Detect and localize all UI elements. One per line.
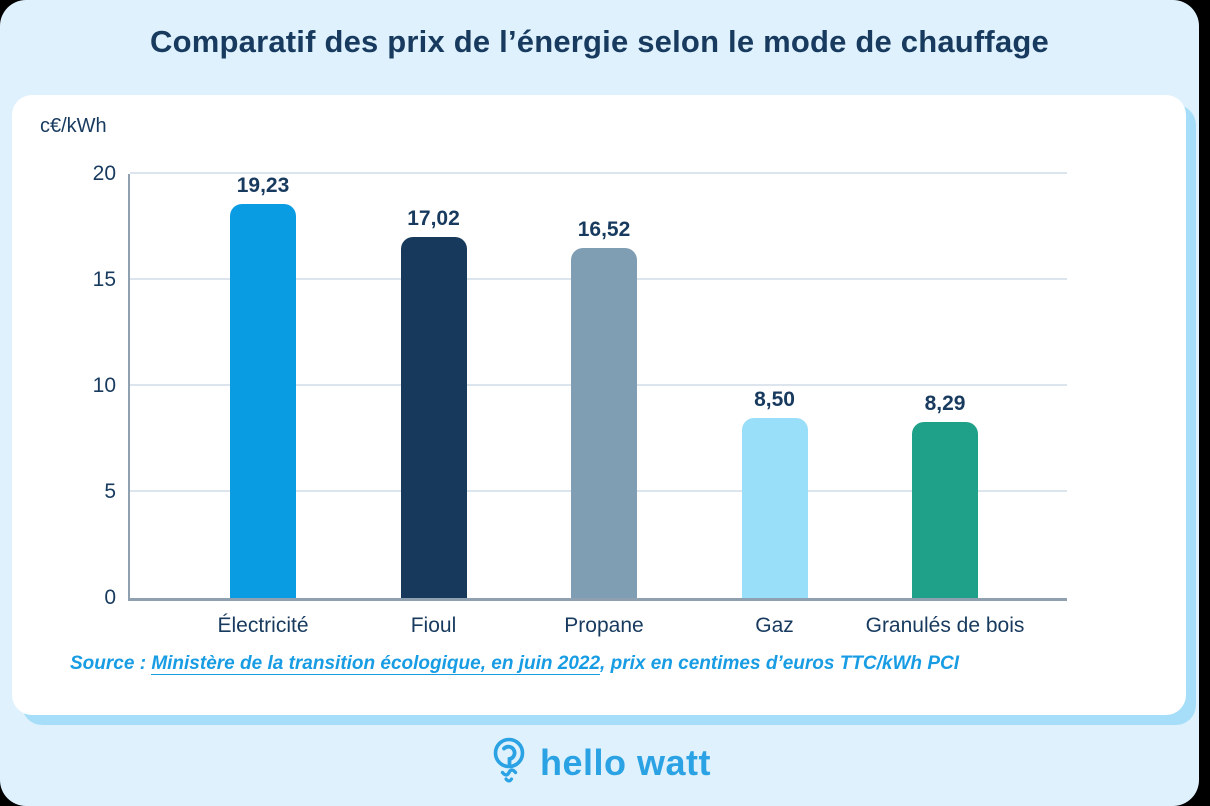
x-category-label-gaz: Gaz bbox=[755, 614, 794, 637]
source-suffix: , prix en centimes d’euros TTC/kWh PCI bbox=[600, 653, 959, 674]
y-tick-label-0: 0 bbox=[104, 586, 116, 609]
bar-value-label-granules-de-bois: 8,29 bbox=[924, 392, 966, 416]
footer-logo: hello watt bbox=[0, 736, 1199, 790]
bar-slot-fioul: 17,02 Fioul bbox=[349, 174, 519, 637]
source-prefix: Source : bbox=[70, 653, 152, 674]
bar-propane bbox=[571, 247, 637, 598]
bar-gaz bbox=[741, 417, 808, 598]
bar-value-label-gaz: 8,50 bbox=[754, 387, 795, 411]
bar-slot-electricite: 19,23 Électricité bbox=[178, 174, 348, 637]
bar-value-label-electricite: 19,23 bbox=[236, 174, 290, 197]
logo-text: hello watt bbox=[539, 742, 711, 783]
y-tick-label-10: 10 bbox=[92, 374, 116, 397]
bar-granules-de-bois bbox=[912, 422, 978, 598]
bar-slot-propane: 16,52 Propane bbox=[519, 174, 689, 637]
bar-value-label-fioul: 17,02 bbox=[407, 207, 460, 231]
bar-fioul bbox=[400, 237, 467, 598]
bar-electricite bbox=[230, 204, 296, 598]
y-tick-label-5: 5 bbox=[104, 480, 116, 503]
y-tick-label-15: 15 bbox=[92, 268, 116, 291]
lightbulb-icon bbox=[493, 737, 525, 783]
bar-chart-plot: 0 5 10 15 20 19,23 Électricité 17,02 Fioul 16,52 P… bbox=[93, 162, 1067, 637]
source-note: Source : Ministère de la transition écol… bbox=[70, 653, 959, 675]
x-category-label-fioul: Fioul bbox=[410, 614, 457, 637]
chart-card: c€/kWh 0 5 10 15 20 19,23 Électricité 17,02 Fiou… bbox=[12, 95, 1186, 715]
source-link[interactable]: Ministère de la transition écologique, e… bbox=[151, 653, 601, 675]
x-category-label-granules-de-bois: Granulés de bois bbox=[865, 614, 1025, 637]
bar-slot-gaz: 8,50 Gaz bbox=[690, 174, 860, 637]
x-category-label-propane: Propane bbox=[564, 614, 644, 637]
gridline-20 bbox=[130, 172, 1067, 174]
bar-value-label-propane: 16,52 bbox=[577, 217, 631, 241]
x-category-label-electricite: Électricité bbox=[217, 614, 309, 637]
y-tick-label-20: 20 bbox=[92, 162, 116, 185]
y-axis-unit-label: c€/kWh bbox=[40, 115, 107, 137]
page-title: Comparatif des prix de l’énergie selon l… bbox=[150, 24, 1049, 59]
bar-slot-granules-de-bois: 8,29 Granulés de bois bbox=[860, 174, 1030, 637]
